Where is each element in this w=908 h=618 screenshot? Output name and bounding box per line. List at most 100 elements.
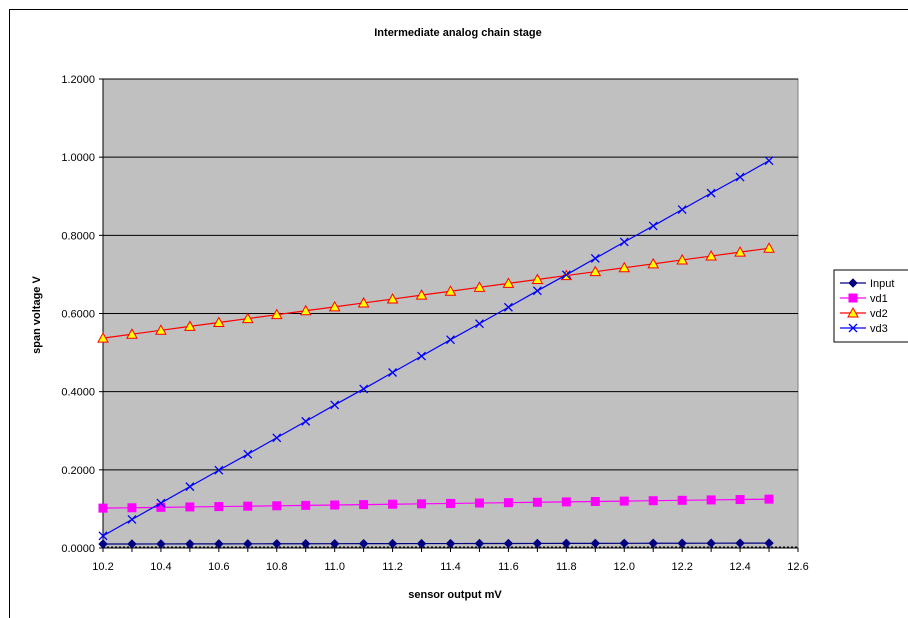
data-point-vd3 (706, 188, 716, 198)
x-tick-label: 11.2 (382, 561, 403, 573)
data-point-vd2 (328, 300, 341, 312)
data-point-vd1 (561, 497, 571, 507)
series-line-vd3 (102, 160, 770, 537)
data-point-vd1 (98, 503, 108, 513)
y-tick-label: 0.0000 (61, 543, 95, 555)
data-point-vd2 (415, 289, 428, 300)
data-point-vd1 (735, 495, 745, 505)
data-point-vd1 (359, 500, 369, 510)
data-point-vd1 (185, 502, 195, 512)
y-axis-title: span voltage V (31, 276, 43, 354)
data-point-input (532, 538, 543, 549)
data-point-vd3 (735, 172, 745, 182)
data-point-vd2 (126, 328, 138, 339)
data-point-input (127, 539, 137, 549)
data-point-vd2 (473, 281, 486, 292)
legend-item-vd1: vd1 (840, 293, 888, 305)
data-point-vd2 (386, 293, 399, 304)
data-point-vd2 (676, 253, 689, 265)
legend-label: vd1 (870, 293, 888, 305)
data-point-vd3 (532, 286, 542, 296)
data-point-vd3 (243, 449, 253, 459)
data-point-vd2 (618, 261, 631, 273)
data-point-vd3 (590, 253, 600, 263)
series-line-vd1 (102, 498, 770, 509)
data-point-vd1 (503, 498, 513, 508)
x-tick-label: 12.2 (671, 561, 692, 573)
data-point-vd1 (474, 498, 484, 508)
data-point-vd2 (155, 324, 167, 335)
data-point-input (98, 539, 108, 549)
data-point-vd3 (417, 351, 427, 361)
x-tick-label: 11.6 (498, 561, 519, 573)
data-point-vd1 (619, 496, 629, 506)
y-tick-label: 0.8000 (61, 230, 95, 242)
data-point-vd1 (301, 500, 311, 510)
data-point-vd2 (241, 312, 254, 324)
legend-label: Input (870, 278, 894, 290)
data-point-vd2 (97, 332, 109, 343)
data-point-vd3 (272, 433, 282, 443)
data-point-vd2 (270, 308, 283, 320)
data-point-vd1 (446, 498, 455, 508)
data-point-vd2 (647, 257, 660, 269)
data-point-input (619, 538, 629, 549)
chart-frame (9, 9, 908, 618)
series-vd3 (98, 156, 774, 541)
data-point-vd3 (677, 205, 687, 214)
data-point-input (358, 538, 369, 549)
x-tick-label: 11.0 (324, 561, 345, 573)
data-point-vd3 (127, 515, 137, 524)
x-tick-label: 10.8 (266, 561, 287, 573)
x-tick-label: 10.6 (208, 561, 229, 573)
legend-box (833, 269, 908, 343)
data-point-vd2 (589, 265, 602, 277)
legend: Input vd1 vd2 vd3 (833, 269, 908, 343)
data-point-vd2 (502, 277, 515, 288)
data-point-vd3 (388, 368, 398, 377)
x-axis-title: sensor output mV (408, 589, 502, 601)
data-point-vd3 (98, 531, 108, 541)
data-point-input (214, 539, 224, 549)
series-line-vd2 (102, 247, 770, 339)
data-point-vd3 (359, 384, 369, 394)
data-point-vd3 (185, 482, 195, 492)
data-point-input (677, 538, 687, 548)
data-point-vd3 (503, 302, 513, 312)
data-point-vd1 (532, 497, 542, 507)
data-point-input (416, 538, 427, 549)
series-layer (97, 156, 775, 549)
data-point-vd3 (214, 465, 224, 475)
x-tick-label: 10.4 (150, 561, 171, 573)
x-tick-label: 11.8 (556, 561, 577, 573)
data-point-input (474, 538, 485, 549)
legend-item-vd3: vd3 (840, 323, 888, 335)
data-point-vd1 (417, 499, 427, 509)
data-point-vd3 (156, 498, 166, 508)
legend-marker (847, 306, 859, 318)
data-point-vd1 (388, 499, 398, 509)
legend-label: vd3 (870, 323, 888, 335)
data-point-input (387, 538, 398, 549)
y-tick-label: 1.2000 (61, 74, 95, 86)
data-point-vd2 (357, 296, 370, 308)
legend-item-vd2: vd2 (840, 306, 888, 320)
data-point-input (590, 538, 600, 549)
data-point-input (243, 539, 253, 549)
data-point-input (706, 538, 716, 548)
data-point-input (185, 539, 195, 549)
data-point-vd1 (677, 495, 687, 505)
data-point-vd3 (330, 400, 340, 410)
data-point-input (648, 538, 658, 548)
data-point-vd2 (705, 250, 717, 261)
data-point-input (735, 538, 745, 548)
legend-marker (848, 278, 858, 288)
data-point-vd3 (648, 221, 658, 231)
series-line-input (102, 542, 770, 545)
y-tick-label: 0.6000 (61, 309, 95, 321)
data-point-vd1 (590, 496, 600, 506)
legend-marker (848, 323, 858, 333)
y-tick-label: 0.2000 (61, 465, 95, 477)
data-point-vd2 (734, 246, 746, 257)
